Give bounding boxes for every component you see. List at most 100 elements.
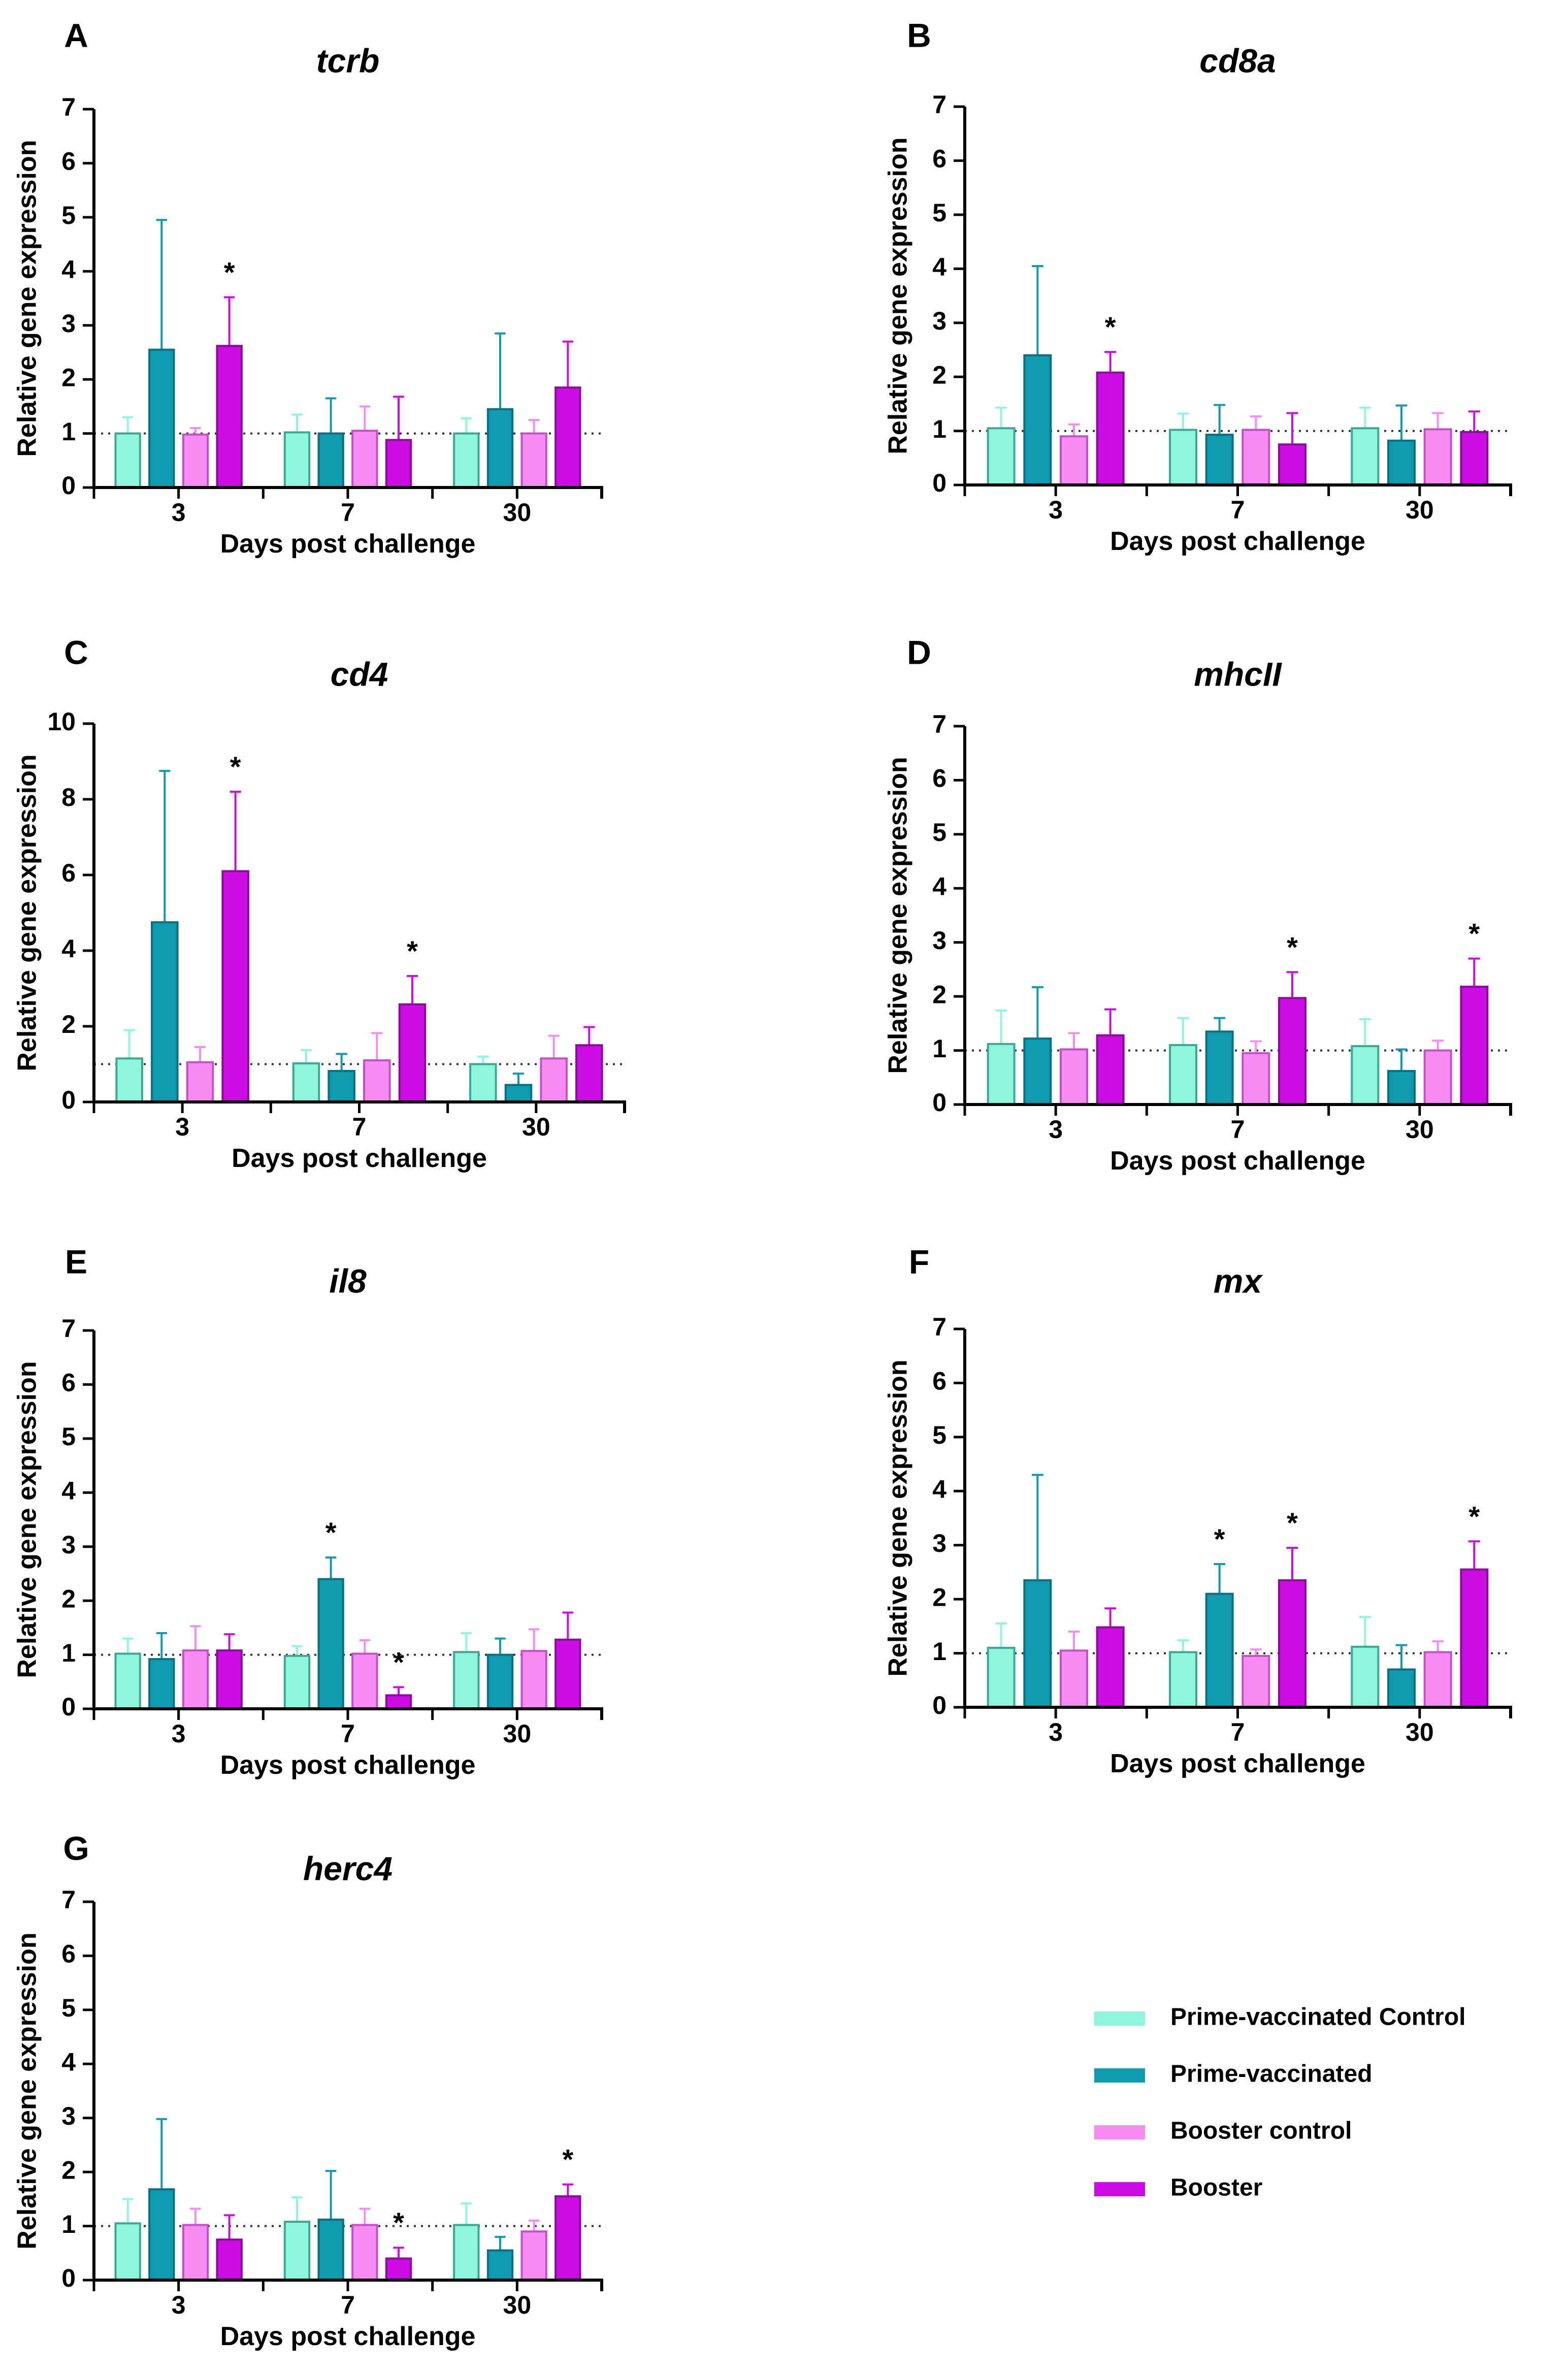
y-axis-label: Relative gene expression — [884, 1359, 913, 1676]
bar-prime-control — [469, 1063, 497, 1103]
significance-star: * — [230, 751, 241, 783]
x-tick-label: 3 — [172, 1719, 186, 1748]
x-tick-label: 30 — [522, 1113, 550, 1141]
bar-booster — [385, 1694, 412, 1710]
bar-booster-control — [351, 2224, 378, 2282]
legend-swatch-booster-control — [1094, 2125, 1145, 2139]
y-tick-label: 4 — [932, 872, 946, 900]
bar-booster-control — [1242, 1654, 1270, 1708]
x-axis-label: Days post challenge — [220, 529, 476, 559]
bar-prime-control — [987, 1646, 1016, 1708]
bar-booster-control — [363, 1059, 391, 1103]
significance-star: * — [1105, 311, 1116, 343]
y-tick-label: 1 — [932, 415, 946, 443]
y-axis-label: Relative gene expression — [13, 140, 42, 457]
bar-prime — [504, 1084, 533, 1103]
bar-prime-control — [1169, 1651, 1197, 1709]
bar-booster-control — [1242, 429, 1270, 486]
chart-title: il8 — [329, 1262, 367, 1300]
significance-star: * — [393, 1646, 404, 1678]
bar-prime-control — [1351, 1645, 1380, 1709]
bar-booster — [1460, 985, 1489, 1106]
legend-swatch-prime — [1094, 2068, 1145, 2083]
bar-prime-control — [114, 2222, 141, 2281]
bar-prime — [317, 432, 344, 489]
x-tick-label: 7 — [341, 2291, 355, 2319]
bar-prime-control — [283, 2221, 311, 2281]
x-tick-label: 30 — [503, 498, 532, 527]
bar-booster-control — [520, 2230, 547, 2282]
bar-prime-control — [987, 1043, 1016, 1106]
bar-booster — [1096, 1626, 1125, 1708]
x-axis-label: Days post challenge — [232, 1144, 487, 1173]
x-tick-label: 30 — [503, 2291, 532, 2319]
bar-prime — [148, 2188, 175, 2282]
bar-booster-control — [1060, 1649, 1088, 1708]
bar-prime-control — [292, 1062, 320, 1103]
chart-title: mhcII — [1194, 655, 1282, 693]
bar-prime — [486, 2249, 514, 2282]
chart-panel-F: Fmx 0 1 2 3 4 5 6 7 3 * * 7 * 30 Days post challenge Rel… — [884, 1243, 1512, 1778]
significance-star: * — [224, 256, 235, 288]
bar-prime-control — [114, 1652, 141, 1710]
bar-prime — [1023, 1579, 1052, 1708]
x-axis-label: Days post challenge — [1110, 1749, 1365, 1778]
x-tick-label: 3 — [1049, 1115, 1063, 1144]
y-tick-label: 6 — [932, 764, 946, 793]
significance-star: * — [1287, 1507, 1298, 1539]
y-tick-label: 4 — [932, 252, 946, 281]
bar-booster-control — [1060, 435, 1088, 486]
bar-booster-control — [1060, 1048, 1088, 1106]
y-tick-label: 0 — [932, 1691, 946, 1719]
bar-prime — [1023, 1037, 1052, 1106]
y-tick-label: 1 — [61, 2210, 76, 2238]
bar-booster-control — [182, 2224, 209, 2282]
bar-prime — [1205, 434, 1234, 486]
bar-booster — [554, 2195, 581, 2281]
x-tick-label: 7 — [1231, 496, 1245, 524]
y-tick-label: 6 — [61, 1369, 76, 1397]
bar-booster-control — [540, 1057, 568, 1103]
y-tick-label: 5 — [932, 199, 946, 227]
bar-booster — [554, 1638, 581, 1710]
y-tick-label: 0 — [932, 1088, 946, 1117]
chart-title: tcrb — [316, 42, 380, 79]
y-tick-label: 10 — [47, 707, 76, 736]
bar-booster — [398, 1003, 427, 1103]
chart-title: cd4 — [331, 655, 388, 693]
x-tick-label: 7 — [1231, 1115, 1245, 1144]
y-axis-label: Relative gene expression — [13, 1361, 42, 1678]
x-tick-label: 7 — [341, 1719, 355, 1748]
x-tick-label: 7 — [352, 1113, 367, 1141]
y-tick-label: 2 — [932, 980, 946, 1009]
y-tick-label: 3 — [932, 1529, 946, 1557]
legend-swatch-booster — [1094, 2182, 1145, 2196]
significance-star: * — [1468, 1500, 1480, 1532]
y-tick-label: 2 — [932, 361, 946, 389]
bar-prime-control — [453, 432, 480, 489]
x-tick-label: 30 — [1406, 1718, 1434, 1746]
y-tick-label: 6 — [61, 147, 76, 176]
bar-booster — [554, 386, 581, 489]
bar-booster-control — [186, 1061, 214, 1103]
bar-booster-control — [351, 430, 378, 489]
legend-label: Prime-vaccinated — [1170, 2061, 1373, 2088]
bar-prime — [1205, 1030, 1234, 1106]
y-tick-label: 0 — [61, 2264, 76, 2292]
bar-prime-control — [453, 2224, 480, 2282]
y-tick-label: 7 — [61, 1886, 76, 1914]
bar-booster — [1460, 431, 1489, 486]
x-tick-label: 30 — [503, 1719, 532, 1748]
chart-title: cd8a — [1199, 42, 1276, 79]
bar-prime — [1023, 354, 1052, 486]
y-tick-label: 6 — [932, 1367, 946, 1395]
y-tick-label: 2 — [61, 363, 76, 392]
bar-prime — [486, 1653, 514, 1710]
x-tick-label: 3 — [175, 1113, 189, 1141]
bar-prime — [1205, 1593, 1234, 1708]
y-tick-label: 7 — [932, 90, 946, 119]
y-tick-label: 5 — [61, 1994, 76, 2022]
y-tick-label: 2 — [61, 1584, 76, 1613]
